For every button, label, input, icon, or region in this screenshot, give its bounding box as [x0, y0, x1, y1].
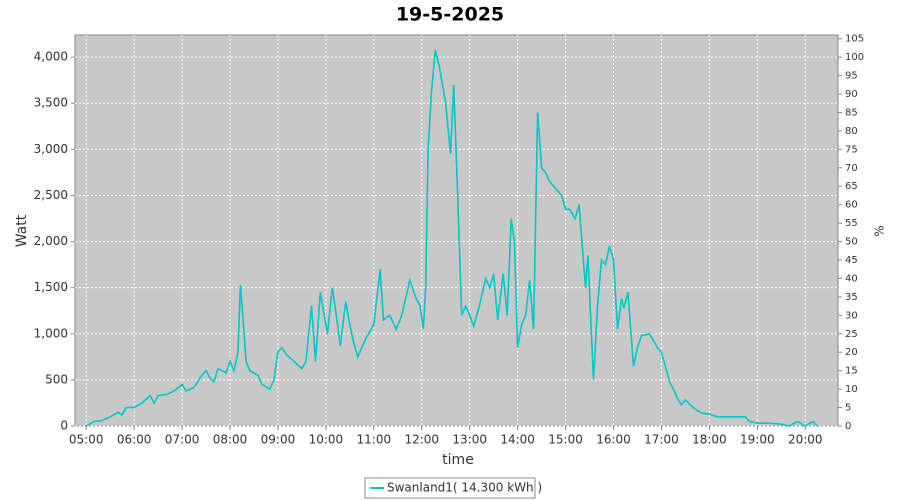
x-tick-label: 06:00: [117, 433, 152, 447]
y-tick-label: 3,000: [34, 142, 68, 156]
legend-box: [364, 477, 536, 499]
x-tick-label: 14:00: [500, 433, 535, 447]
y2-tick-label: 80: [845, 126, 858, 137]
x-tick-label: 12:00: [404, 433, 439, 447]
y2-tick-label: 65: [845, 181, 858, 192]
x-tick-label: 20:00: [788, 433, 823, 447]
x-tick-label: 08:00: [213, 433, 248, 447]
y2-tick-label: 0: [845, 421, 851, 432]
x-tick-label: 19:00: [740, 433, 775, 447]
y-tick-label: 500: [45, 372, 68, 386]
line: [85, 49, 818, 427]
y2-tick-label: 15: [845, 366, 858, 377]
y2-tick-label: 45: [845, 255, 858, 266]
x-tick-label: 09:00: [261, 433, 296, 447]
chart-title: 19-5-2025: [396, 4, 504, 26]
y2-tick-label: 40: [845, 273, 858, 284]
y2-tick-label: 75: [845, 144, 858, 155]
y-axis-label: Watt: [14, 214, 30, 247]
y-tick-label: 1,500: [34, 280, 68, 294]
y2-tick-label: 30: [845, 310, 858, 321]
x-tick-label: 07:00: [165, 433, 200, 447]
x-tick-label: 05:00: [69, 433, 104, 447]
x-tick-label: 18:00: [692, 433, 727, 447]
legend-label: Swanland1( 14.300 kWh ): [387, 481, 542, 495]
x-tick-label: 11:00: [357, 433, 392, 447]
legend: Swanland1( 14.300 kWh ): [364, 477, 542, 499]
y2-tick-label: 35: [845, 292, 858, 303]
x-tick-label: 10:00: [309, 433, 344, 447]
y-tick-label: 2,500: [34, 188, 68, 202]
y2-tick-label: 70: [845, 163, 858, 174]
y2-axis-label: %: [873, 225, 887, 236]
y2-tick-label: 25: [845, 329, 858, 340]
y2-tick-label: 100: [845, 52, 864, 63]
y2-tick-label: 20: [845, 347, 858, 358]
y2-tick-label: 10: [845, 384, 858, 395]
y2-tick-label: 85: [845, 107, 858, 118]
y2-tick-label: 60: [845, 200, 858, 211]
y2-tick-label: 50: [845, 237, 858, 248]
y-tick-label: 1,000: [34, 326, 68, 340]
y-tick-label: 4,000: [34, 50, 68, 64]
x-tick-label: 13:00: [452, 433, 487, 447]
y2-tick-label: 105: [845, 34, 864, 45]
y2-tick-label: 90: [845, 89, 858, 100]
plot-area: [74, 34, 839, 427]
x-tick-label: 15:00: [548, 433, 583, 447]
x-tick-label: 17:00: [644, 433, 679, 447]
x-tick-label: 16:00: [596, 433, 631, 447]
y-tick-label: 2,000: [34, 234, 68, 248]
y2-tick-label: 95: [845, 71, 858, 82]
y-tick-label: 0: [60, 419, 68, 433]
y-tick-label: 3,500: [34, 96, 68, 110]
y2-tick-label: 5: [845, 403, 851, 414]
y2-tick-label: 55: [845, 218, 858, 229]
x-axis-label: time: [442, 452, 474, 468]
